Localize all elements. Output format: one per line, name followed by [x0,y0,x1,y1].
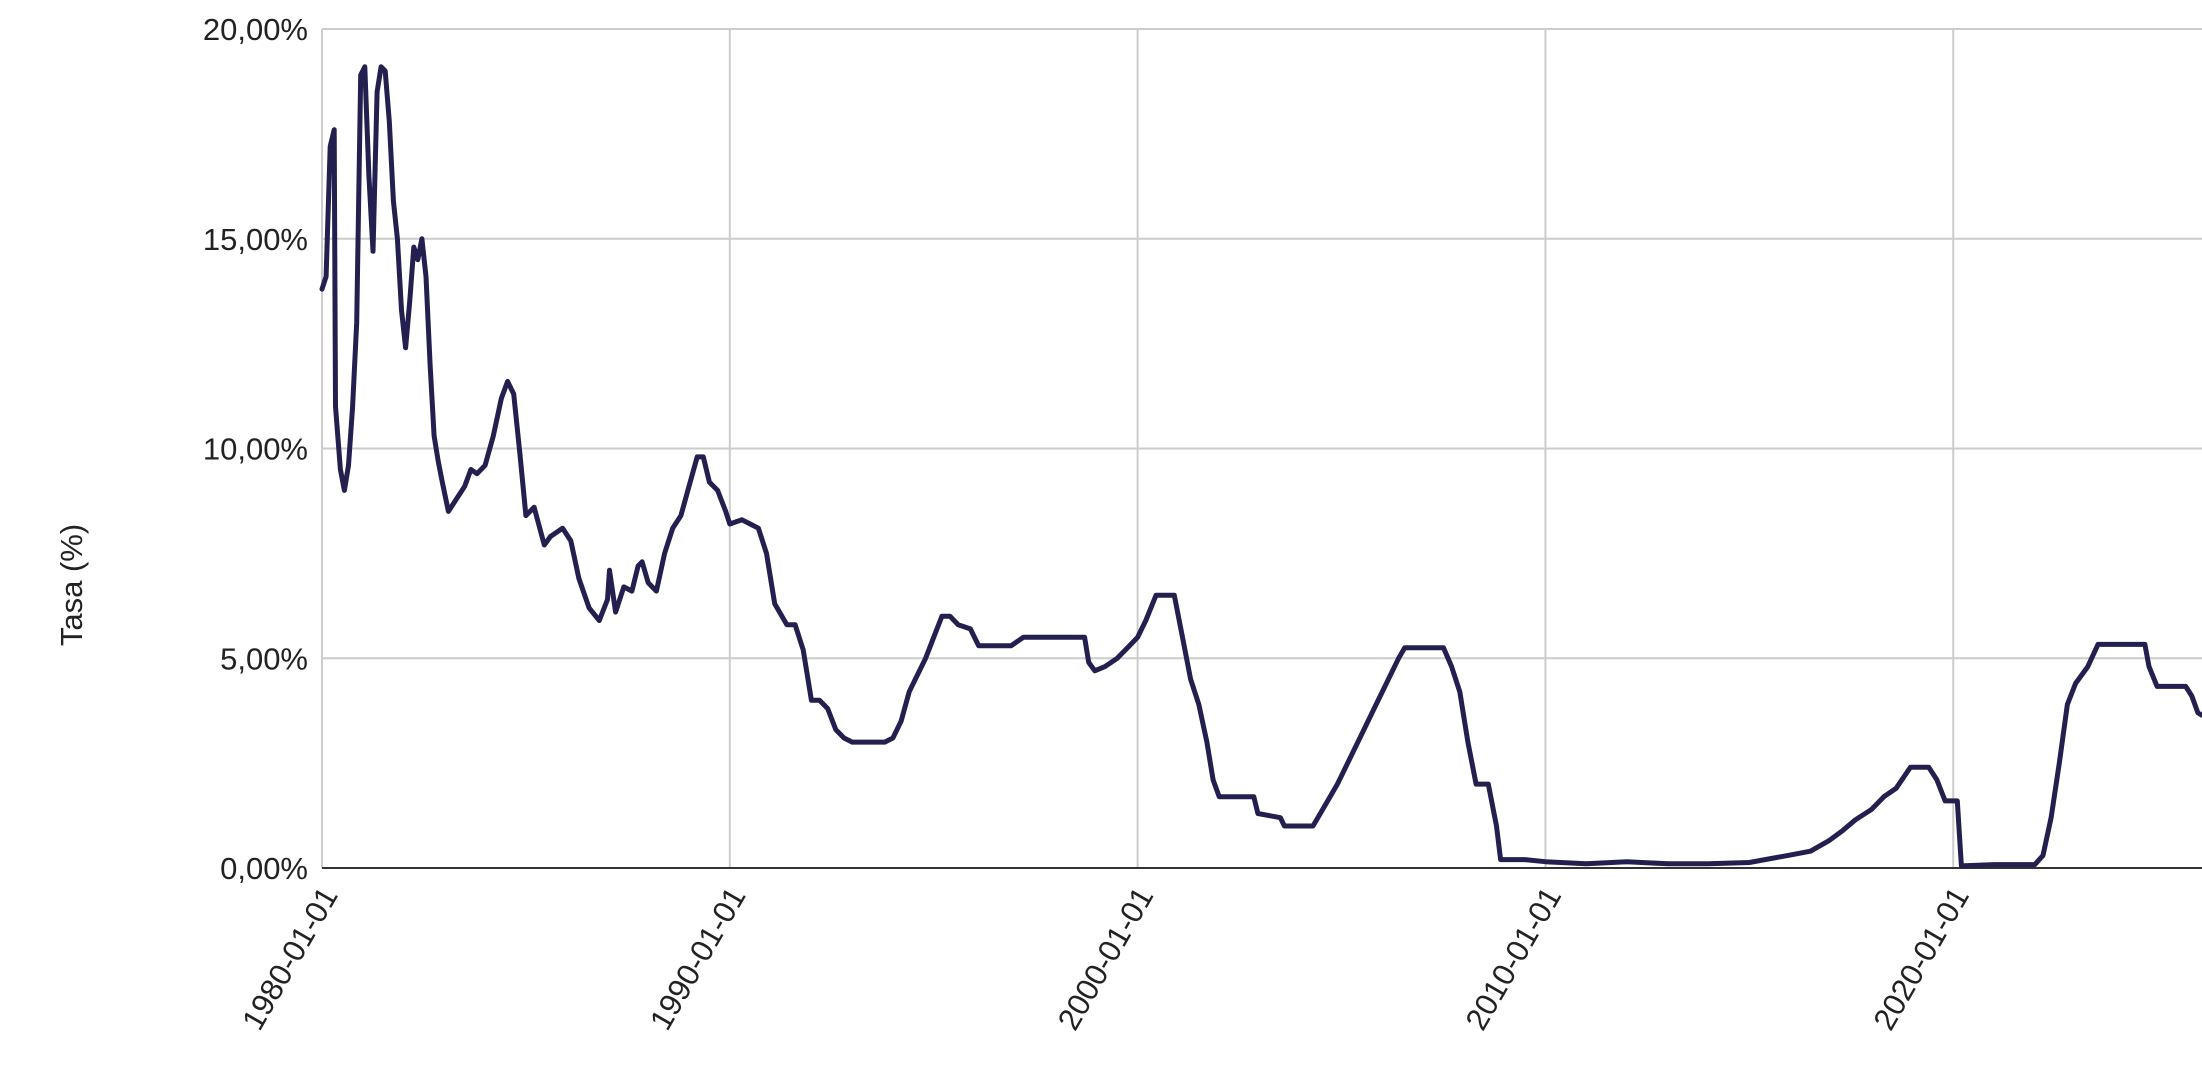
x-tick-label: 1990-01-01 [643,881,753,1036]
x-tick-label: 2000-01-01 [1051,881,1161,1036]
x-tick-label: 1980-01-01 [235,881,345,1036]
y-tick-label: 0,00% [220,851,308,886]
x-tick-label: 2020-01-01 [1866,881,1976,1036]
data-line [319,64,2202,869]
y-tick-label: 20,00% [203,12,308,47]
y-axis-label: Tasa (%) [54,524,89,646]
y-tick-label: 10,00% [203,432,308,467]
y-tick-label: 5,00% [220,641,308,676]
y-tick-label: 15,00% [203,222,308,257]
x-tick-label: 2010-01-01 [1459,881,1569,1036]
